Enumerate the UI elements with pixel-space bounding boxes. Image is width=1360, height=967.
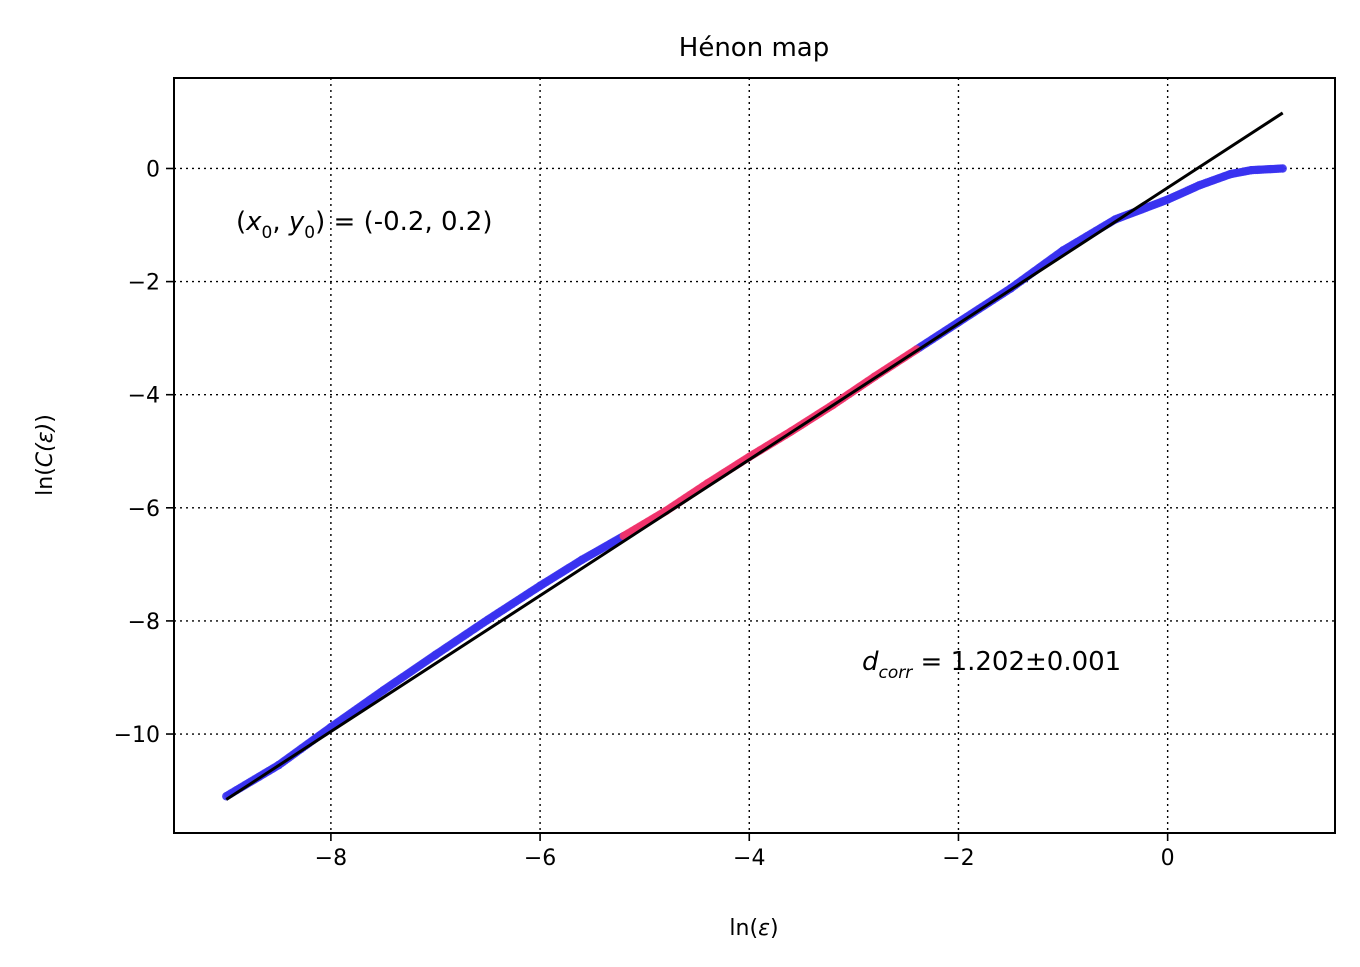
dcorr-sub: corr xyxy=(879,663,914,683)
data-point xyxy=(1278,164,1287,173)
dcorr-var: d xyxy=(862,647,879,677)
chart-title: Hénon map xyxy=(679,33,829,63)
x-axis-label: ln(ε) xyxy=(729,916,778,941)
init-sub-y: 0 xyxy=(304,223,315,243)
x-tick-label: −4 xyxy=(733,846,765,871)
init-var-y: y xyxy=(288,207,305,237)
fit-line-layer xyxy=(225,111,1284,801)
x-tick-label: 0 xyxy=(1161,846,1175,871)
x-axis-label-var: ε xyxy=(758,916,770,941)
init-prefix: ( xyxy=(236,207,246,237)
axes-frame xyxy=(173,77,1336,834)
init-value: ) = (-0.2, 0.2) xyxy=(315,207,492,237)
y-tick-label: 0 xyxy=(146,157,160,182)
y-tick-label: −10 xyxy=(114,723,160,748)
dcorr-value: = 1.202±0.001 xyxy=(912,647,1121,677)
init-sub-x: 0 xyxy=(262,223,273,243)
x-axis-label-close: ) xyxy=(770,916,779,941)
y-tick-label: −4 xyxy=(128,384,160,409)
dcorr-annotation: dcorr = 1.202±0.001 xyxy=(862,647,1121,683)
x-tick-label: −6 xyxy=(524,846,556,871)
x-tick-label: −2 xyxy=(942,846,974,871)
init-separator: , xyxy=(272,207,289,237)
y-tick-label: −6 xyxy=(128,497,160,522)
fit-line xyxy=(225,111,1284,801)
grid-lines xyxy=(174,78,1335,833)
x-tick-label: −8 xyxy=(315,846,347,871)
y-tick-label: −2 xyxy=(128,271,160,296)
y-tick-label: −8 xyxy=(128,610,160,635)
y-axis-label-var: C(ε) xyxy=(33,423,58,467)
y-axis-label-ln: ln( xyxy=(33,467,58,496)
y-axis-label-close: ) xyxy=(33,414,58,423)
y-axis-label: ln(C(ε)) xyxy=(33,414,58,496)
x-axis-label-ln: ln( xyxy=(729,916,758,941)
axis-ticks: −8 −6 −4 −2 0 0 −2 −4 −6 −8 −10 xyxy=(114,157,1175,871)
initial-condition-annotation: (x0, y0) = (-0.2, 0.2) xyxy=(236,207,492,243)
init-var-x: x xyxy=(245,207,262,237)
